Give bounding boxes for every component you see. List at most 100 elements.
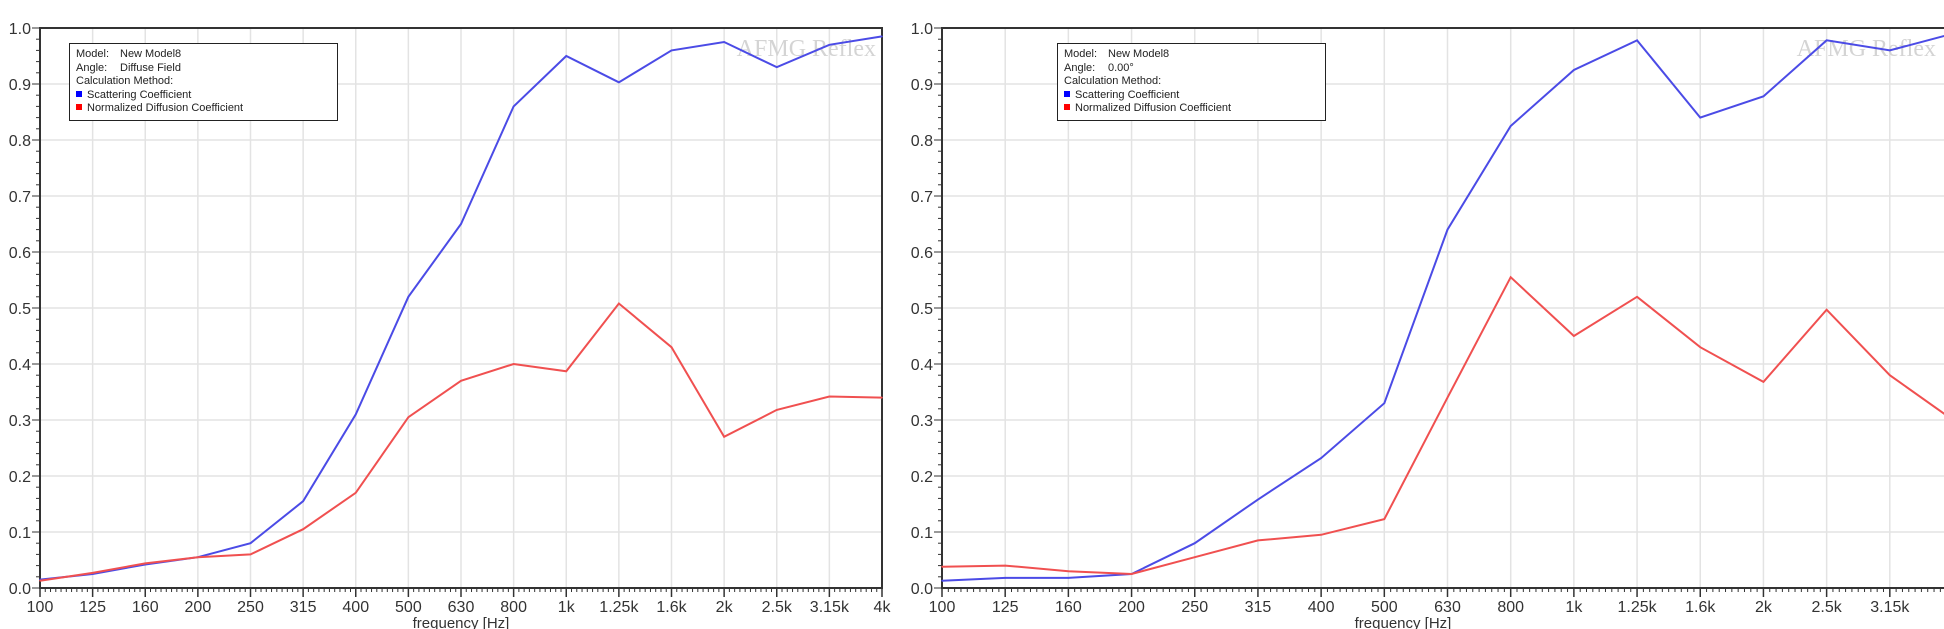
x-tick-label: 125	[992, 599, 1019, 616]
data-point	[144, 562, 147, 565]
legend-chart-2: Model: New Model8 Angle: 0.00° Calculation…	[1057, 43, 1326, 121]
data-point	[828, 395, 831, 398]
legend-angle-label: Angle:	[76, 61, 108, 74]
data-point	[1699, 346, 1702, 349]
data-point	[1446, 228, 1449, 231]
data-point	[354, 492, 357, 494]
data-point	[249, 542, 252, 544]
legend-angle-label: Angle:	[1064, 61, 1096, 74]
legend-series-1: Scattering Coefficient	[1075, 88, 1180, 101]
legend-angle: Diffuse Field	[120, 61, 181, 74]
x-tick-label: 315	[290, 599, 317, 616]
data-point	[1383, 402, 1386, 405]
data-point	[1573, 335, 1575, 337]
data-point	[1067, 570, 1070, 572]
data-point	[91, 572, 94, 574]
data-point	[881, 35, 883, 38]
legend-swatch-blue	[1064, 90, 1070, 97]
y-tick-label: 0.8	[911, 133, 933, 150]
x-tick-label: 250	[1181, 599, 1208, 616]
x-tick-label: 500	[1371, 599, 1398, 616]
y-tick-label: 0.7	[9, 189, 31, 206]
x-tick-label: 315	[1245, 599, 1272, 616]
y-tick-label: 0.8	[9, 133, 31, 150]
x-tick-label: 2.5k	[762, 599, 793, 616]
y-tick-label: 0.5	[9, 301, 31, 318]
x-tick-label: 3.15k	[810, 599, 850, 616]
data-point	[1636, 39, 1638, 42]
x-tick-label: 400	[1308, 599, 1335, 616]
y-tick-label: 0.6	[911, 245, 933, 262]
data-point	[407, 416, 410, 419]
data-point	[1067, 577, 1070, 579]
x-tick-label: 400	[342, 599, 369, 616]
legend-series-1: Scattering Coefficient	[87, 88, 192, 101]
y-tick-label: 0.4	[9, 357, 31, 374]
data-point	[723, 41, 725, 43]
x-tick-label: 200	[1118, 599, 1145, 616]
data-point	[39, 579, 41, 582]
data-point	[1699, 116, 1702, 119]
data-point	[670, 346, 673, 349]
data-point	[565, 370, 568, 373]
x-tick-label: 100	[929, 599, 956, 616]
data-point	[565, 55, 568, 57]
data-point	[618, 81, 620, 84]
data-point	[1889, 374, 1891, 377]
y-tick-label: 0.0	[9, 581, 31, 598]
legend-model-label: Model:	[1064, 48, 1098, 60]
legend-model: New Model8	[120, 48, 182, 60]
y-tick-label: 0.6	[9, 245, 31, 262]
data-point	[1320, 457, 1322, 459]
data-point	[1130, 573, 1133, 575]
data-point	[1573, 69, 1575, 71]
y-tick-label: 0.5	[911, 301, 933, 318]
data-point	[1193, 542, 1196, 544]
data-point	[302, 500, 304, 503]
x-tick-label: 200	[185, 599, 212, 616]
y-tick-label: 0.2	[9, 469, 31, 486]
data-point	[1825, 39, 1828, 42]
legend-swatch-red	[76, 104, 82, 110]
data-point	[1004, 564, 1006, 567]
x-tick-label: 2k	[1755, 599, 1773, 616]
x-tick-label: 1k	[1565, 599, 1583, 616]
data-point	[512, 105, 515, 108]
x-tick-label: 500	[395, 599, 422, 616]
data-point	[1825, 308, 1828, 311]
data-point	[249, 553, 252, 556]
data-point	[460, 380, 462, 382]
y-tick-label: 1.0	[9, 21, 31, 38]
legend-method-label: Calculation Method:	[1064, 75, 1162, 87]
data-point	[1762, 381, 1765, 383]
x-tick-label: 125	[79, 599, 106, 616]
x-tick-label: 160	[1055, 599, 1082, 616]
y-tick-label: 0.9	[9, 77, 31, 94]
legend-model: New Model8	[1108, 48, 1170, 60]
legend-chart-1: Model: New Model8 Angle: Diffuse Field Cal…	[69, 43, 338, 121]
legend-series-2: Normalized Diffusion Coefficient	[87, 102, 244, 114]
x-tick-label: 250	[237, 599, 264, 616]
data-point	[1383, 518, 1386, 520]
data-point	[1509, 125, 1512, 127]
y-tick-label: 0.3	[911, 413, 933, 430]
legend-swatch-blue	[76, 90, 82, 97]
x-tick-label: 630	[1434, 599, 1461, 616]
x-tick-label: 100	[27, 599, 54, 616]
x-tick-label: 1k	[558, 599, 576, 616]
data-point	[1889, 49, 1891, 52]
legend-swatch-red	[1064, 104, 1070, 110]
x-tick-label: 4k	[874, 599, 892, 616]
data-point	[775, 66, 778, 68]
data-point	[1257, 498, 1259, 501]
y-tick-label: 0.0	[911, 581, 933, 598]
legend-model-label: Model:	[76, 48, 110, 60]
data-point	[1257, 539, 1259, 542]
data-point	[1762, 95, 1765, 98]
y-tick-label: 0.2	[911, 469, 933, 486]
x-tick-label: 800	[1497, 599, 1524, 616]
data-point	[775, 409, 778, 411]
x-tick-label: 160	[132, 599, 159, 616]
data-point	[881, 396, 883, 399]
